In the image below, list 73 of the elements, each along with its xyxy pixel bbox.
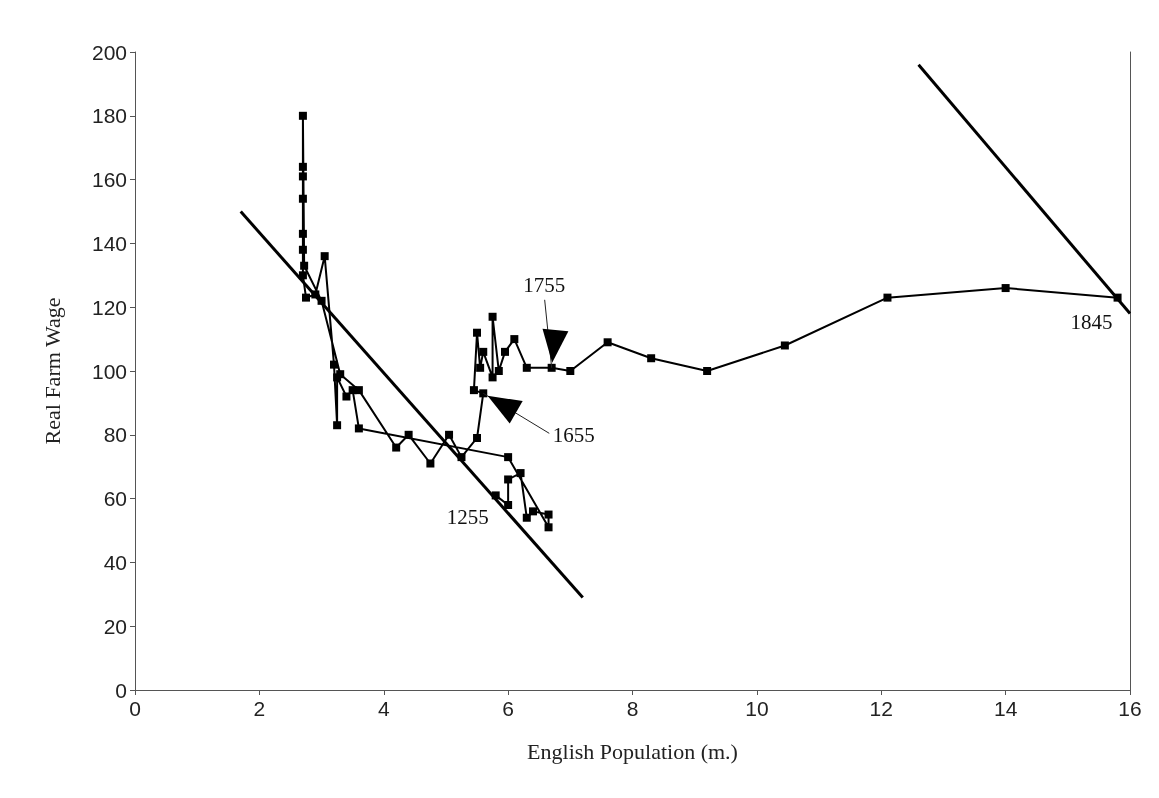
point [473, 328, 482, 337]
point [354, 424, 363, 433]
point [298, 111, 307, 120]
point [703, 367, 712, 375]
annotation: 1255 [446, 505, 489, 530]
point [1001, 284, 1010, 293]
point [404, 430, 413, 439]
point [479, 389, 488, 398]
x-tick-label: 14 [993, 697, 1018, 720]
y-tick-label: 20 [103, 614, 127, 638]
point [522, 363, 531, 372]
y-tick-label: 200 [91, 40, 127, 64]
y-tick-label: 0 [115, 678, 127, 702]
point [566, 367, 575, 375]
point [603, 338, 612, 347]
point [392, 443, 401, 452]
y-tick-label: 60 [103, 487, 127, 511]
x-tick-label: 12 [869, 697, 893, 720]
point [426, 459, 435, 468]
point [516, 469, 525, 478]
point [298, 229, 307, 238]
point [298, 162, 307, 171]
point [647, 354, 656, 363]
x-tick-label: 2 [253, 697, 266, 720]
point [504, 453, 513, 462]
point [473, 433, 482, 442]
point [529, 507, 537, 516]
point [544, 510, 553, 519]
x-tick-label: 16 [1118, 697, 1142, 720]
point [780, 341, 789, 350]
point [522, 513, 531, 522]
point [504, 500, 513, 509]
point [469, 386, 478, 395]
y-tick-label: 140 [91, 231, 127, 255]
point [544, 523, 553, 532]
point [501, 347, 510, 356]
point [300, 261, 309, 270]
y-tick-label: 180 [91, 104, 127, 128]
x-tick-label: 6 [502, 697, 514, 720]
x-axis-title: English Population (m.) [527, 738, 738, 764]
y-axis-title: Real Farm Wage [39, 297, 65, 445]
point [342, 392, 351, 401]
point [298, 271, 307, 280]
y-tick-label: 100 [91, 359, 127, 383]
point [476, 363, 485, 372]
point [330, 360, 338, 369]
annotation: 1655 [552, 423, 595, 448]
point [883, 293, 892, 302]
point [488, 312, 497, 321]
x-tick-label: 10 [745, 697, 769, 720]
y-tick-label: 160 [91, 168, 127, 192]
point [445, 430, 454, 439]
annotation: 1845 [1070, 309, 1113, 334]
x-tick-label: 4 [377, 697, 390, 720]
point [298, 194, 307, 203]
point [302, 293, 311, 302]
point [510, 335, 519, 344]
point [333, 421, 342, 430]
point [504, 475, 513, 484]
point [479, 347, 488, 356]
point [488, 373, 497, 382]
point [494, 367, 503, 375]
y-tick-label: 80 [103, 423, 127, 447]
x-tick-label: 0 [129, 697, 141, 720]
point [354, 386, 363, 395]
y-tick-label: 120 [91, 295, 127, 319]
point [547, 363, 556, 372]
y-tick-label: 40 [103, 550, 127, 574]
point [298, 172, 307, 181]
point [320, 252, 329, 261]
x-tick-label: 8 [626, 697, 639, 720]
point [298, 245, 307, 254]
annotation: 1755 [523, 273, 566, 298]
